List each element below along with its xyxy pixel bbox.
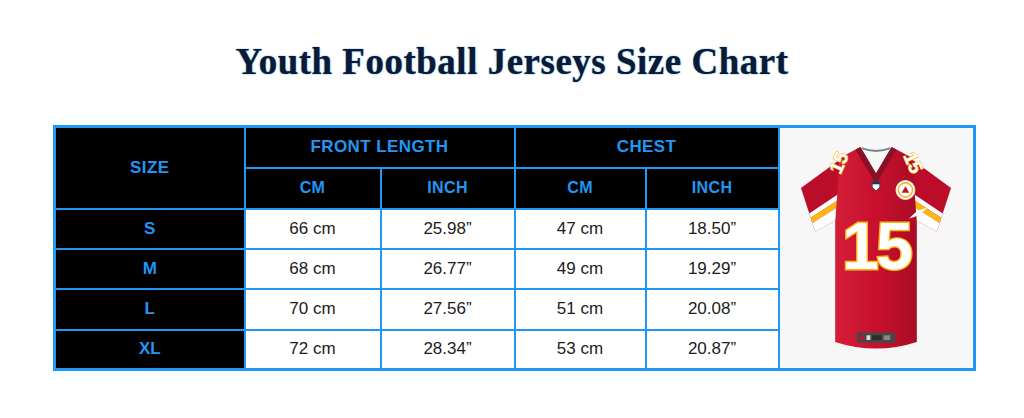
column-header-chest-cm: CM bbox=[515, 168, 646, 209]
value-cell: 28.34” bbox=[381, 330, 515, 370]
team-patch-icon bbox=[896, 180, 915, 199]
value-cell: 53 cm bbox=[515, 330, 646, 370]
column-header-front-length: FRONT LENGTH bbox=[245, 127, 515, 168]
value-cell: 25.98” bbox=[381, 209, 515, 249]
column-header-front-cm: CM bbox=[245, 168, 381, 209]
jock-tag bbox=[857, 332, 895, 342]
jersey-image: 15 15 15 bbox=[782, 132, 970, 361]
jersey-photo-cell: 15 15 15 bbox=[779, 127, 975, 370]
value-cell: 70 cm bbox=[245, 289, 381, 330]
jersey-number-chest: 15 bbox=[842, 208, 912, 282]
value-cell: 68 cm bbox=[245, 249, 381, 289]
value-cell: 27.56” bbox=[381, 289, 515, 330]
collar-back-line bbox=[862, 148, 890, 151]
size-label-m: M bbox=[55, 249, 245, 289]
size-label-xl: XL bbox=[55, 330, 245, 370]
size-chart-table: SIZE FRONT LENGTH CHEST bbox=[53, 125, 976, 371]
value-cell: 49 cm bbox=[515, 249, 646, 289]
value-cell: 47 cm bbox=[515, 209, 646, 249]
size-label-s: S bbox=[55, 209, 245, 249]
column-header-chest: CHEST bbox=[515, 127, 779, 168]
value-cell: 72 cm bbox=[245, 330, 381, 370]
value-cell: 20.08” bbox=[646, 289, 779, 330]
value-cell: 19.29” bbox=[646, 249, 779, 289]
size-label-l: L bbox=[55, 289, 245, 330]
value-cell: 51 cm bbox=[515, 289, 646, 330]
value-cell: 26.77” bbox=[381, 249, 515, 289]
column-header-chest-inch: INCH bbox=[646, 168, 779, 209]
page-title: Youth Football Jerseys Size Chart bbox=[0, 40, 1024, 83]
header-row-groups: SIZE FRONT LENGTH CHEST bbox=[55, 127, 975, 168]
column-header-size: SIZE bbox=[55, 127, 245, 209]
column-header-front-inch: INCH bbox=[381, 168, 515, 209]
value-cell: 20.87” bbox=[646, 330, 779, 370]
value-cell: 66 cm bbox=[245, 209, 381, 249]
value-cell: 18.50” bbox=[646, 209, 779, 249]
